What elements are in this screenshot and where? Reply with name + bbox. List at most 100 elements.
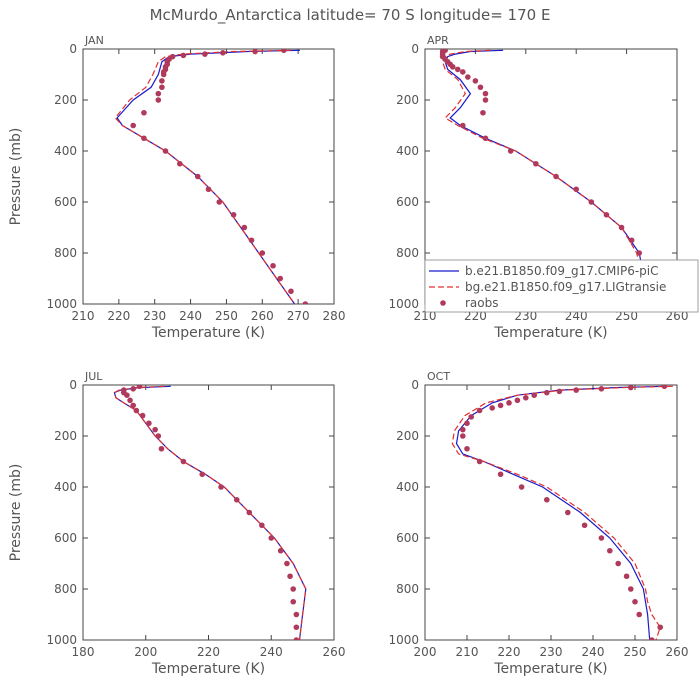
y-tick-label: 600	[54, 195, 77, 209]
y-tick-label: 800	[396, 582, 419, 596]
raobs-point	[661, 385, 668, 390]
raobs-point	[514, 397, 521, 404]
raobs-point	[598, 535, 605, 541]
raobs-point	[246, 509, 253, 516]
raobs-point	[598, 386, 605, 392]
raobs-point	[649, 637, 655, 640]
raobs-point	[205, 186, 212, 193]
x-tick-label: 210	[456, 645, 479, 659]
x-tick-label: 280	[323, 309, 346, 323]
raobs-point	[506, 400, 512, 406]
raobs-point	[124, 392, 130, 399]
raobs-point	[293, 611, 300, 618]
raobs-point	[476, 458, 483, 465]
x-tick-label: 240	[260, 645, 283, 659]
plot-area	[114, 49, 309, 304]
y-tick-label: 0	[69, 378, 77, 392]
raobs-point	[220, 50, 226, 56]
y-tick-label: 1000	[46, 633, 77, 647]
raobs-point	[573, 186, 579, 193]
raobs-point	[615, 560, 621, 567]
figure-title: McMurdo_Antarctica latitude= 70 S longit…	[150, 6, 551, 25]
legend-box	[424, 259, 699, 313]
raobs-point	[180, 458, 187, 465]
plot-area	[113, 385, 307, 640]
raobs-point	[216, 199, 223, 205]
raobs-point	[449, 64, 456, 70]
y-tick-label: 400	[54, 480, 77, 494]
raobs-point	[489, 405, 496, 411]
raobs-point	[159, 78, 165, 84]
raobs-point	[199, 471, 206, 478]
x-tick-label: 200	[414, 645, 437, 659]
panels: 210 220 230 240 250 260 270 280 0 200 400 600 800 100…	[8, 34, 699, 677]
x-tick-label: 200	[134, 645, 157, 659]
raobs-point	[460, 69, 466, 75]
raobs-point	[281, 49, 287, 54]
y-tick-label: 0	[411, 42, 419, 56]
panel-jan: 210 220 230 240 250 260 270 280 0 200 400 600 800 100…	[8, 34, 345, 341]
raobs-point	[507, 148, 514, 154]
raobs-point	[159, 84, 165, 91]
raobs-point	[628, 586, 634, 592]
x-tick-label: 260	[666, 645, 689, 659]
raobs-point	[293, 637, 300, 640]
x-tick-label: 230	[514, 309, 537, 323]
raobs-point	[155, 90, 162, 97]
plot-frame	[82, 48, 335, 305]
raobs-point	[277, 275, 284, 282]
panel-month-label: APR	[427, 34, 449, 47]
raobs-point	[480, 109, 486, 116]
panel-jul: 180 200 220 240 260 0 200 400 600 800 1000 JUL Tempe…	[8, 370, 345, 677]
x-tick-label: 230	[143, 309, 166, 323]
raobs-point	[177, 160, 183, 167]
raobs-point	[233, 496, 240, 503]
raobs-point	[270, 262, 276, 269]
legend-label: bg.e21.B1850.f09_g17.LIGtransie	[465, 280, 666, 294]
raobs-point	[636, 611, 642, 618]
x-axis-label: Temperature (K)	[151, 661, 265, 677]
raobs-point	[544, 496, 550, 503]
raobs-point	[497, 471, 504, 478]
raobs-point	[553, 173, 559, 180]
raobs-point	[158, 445, 165, 452]
raobs-point	[460, 122, 466, 129]
model2-line	[114, 49, 296, 304]
x-tick-label: 240	[179, 309, 202, 323]
raobs-point	[464, 445, 470, 452]
x-tick-label: 240	[565, 309, 588, 323]
raobs-point	[531, 392, 537, 399]
raobs-point	[628, 237, 635, 244]
legend-label: raobs	[465, 296, 499, 310]
x-tick-label: 240	[582, 645, 605, 659]
raobs-point	[141, 135, 147, 142]
model2-line	[113, 385, 307, 640]
raobs-point	[544, 389, 550, 396]
x-tick-label: 210	[72, 309, 95, 323]
raobs-point	[288, 288, 294, 295]
y-tick-label: 800	[54, 246, 77, 260]
raobs-point	[477, 84, 484, 91]
raobs-point	[152, 426, 158, 433]
raobs-point	[565, 509, 571, 516]
raobs-point	[160, 71, 167, 78]
raobs-point	[136, 385, 143, 390]
raobs-point	[248, 237, 255, 244]
x-tick-label: 220	[107, 309, 130, 323]
legend-label: b.e21.B1850.f09_g17.CMIP6-piC	[465, 264, 658, 278]
y-tick-label: 200	[54, 429, 77, 443]
plot-area	[451, 385, 673, 640]
raobs-point	[482, 135, 489, 142]
raobs-point	[476, 407, 483, 414]
raobs-point	[465, 74, 471, 80]
raobs-point	[259, 250, 266, 256]
raobs-point	[133, 407, 140, 414]
x-tick-label: 220	[464, 309, 487, 323]
legend: b.e21.B1850.f09_g17.CMIP6-piC bg.e21.B185…	[424, 259, 699, 313]
raobs-point	[277, 547, 284, 554]
y-tick-label: 1000	[388, 633, 419, 647]
x-tick-label: 230	[540, 645, 563, 659]
raobs-point	[180, 52, 187, 59]
raobs-point	[573, 387, 579, 393]
